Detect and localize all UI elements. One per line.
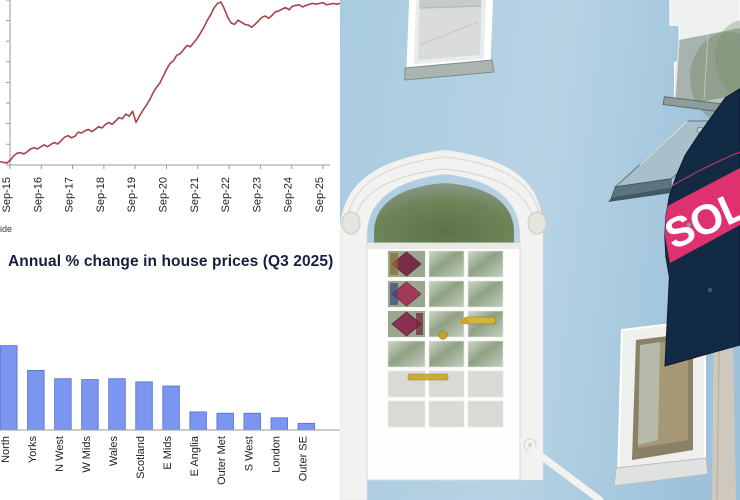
svg-text:Sep-21: Sep-21 xyxy=(189,177,201,212)
svg-text:Sep-22: Sep-22 xyxy=(220,177,232,212)
svg-text:Sep-23: Sep-23 xyxy=(251,177,263,212)
svg-text:Sep-19: Sep-19 xyxy=(126,177,138,212)
svg-text:Sep-15: Sep-15 xyxy=(1,177,13,212)
svg-text:Yorks: Yorks xyxy=(27,436,39,464)
svg-text:North: North xyxy=(0,436,12,463)
svg-text:N West: N West xyxy=(54,436,66,472)
svg-text:E Anglia: E Anglia xyxy=(189,435,201,476)
svg-text:Scotland: Scotland xyxy=(135,436,147,479)
svg-text:Sep-24: Sep-24 xyxy=(283,177,295,212)
svg-text:W Mids: W Mids xyxy=(81,436,93,473)
svg-text:E Mids: E Mids xyxy=(162,436,174,470)
svg-text:Outer Met: Outer Met xyxy=(216,436,228,485)
svg-text:Sep-17: Sep-17 xyxy=(64,177,76,212)
svg-text:Sep-25: Sep-25 xyxy=(314,177,326,212)
svg-text:Sep-18: Sep-18 xyxy=(95,177,107,212)
svg-text:S West: S West xyxy=(243,436,255,471)
svg-text:London: London xyxy=(270,436,282,473)
svg-text:Wales: Wales xyxy=(108,436,120,467)
svg-text:Sep-16: Sep-16 xyxy=(32,177,44,212)
svg-text:Outer SE: Outer SE xyxy=(297,436,309,481)
svg-text:Sep-20: Sep-20 xyxy=(158,177,170,212)
